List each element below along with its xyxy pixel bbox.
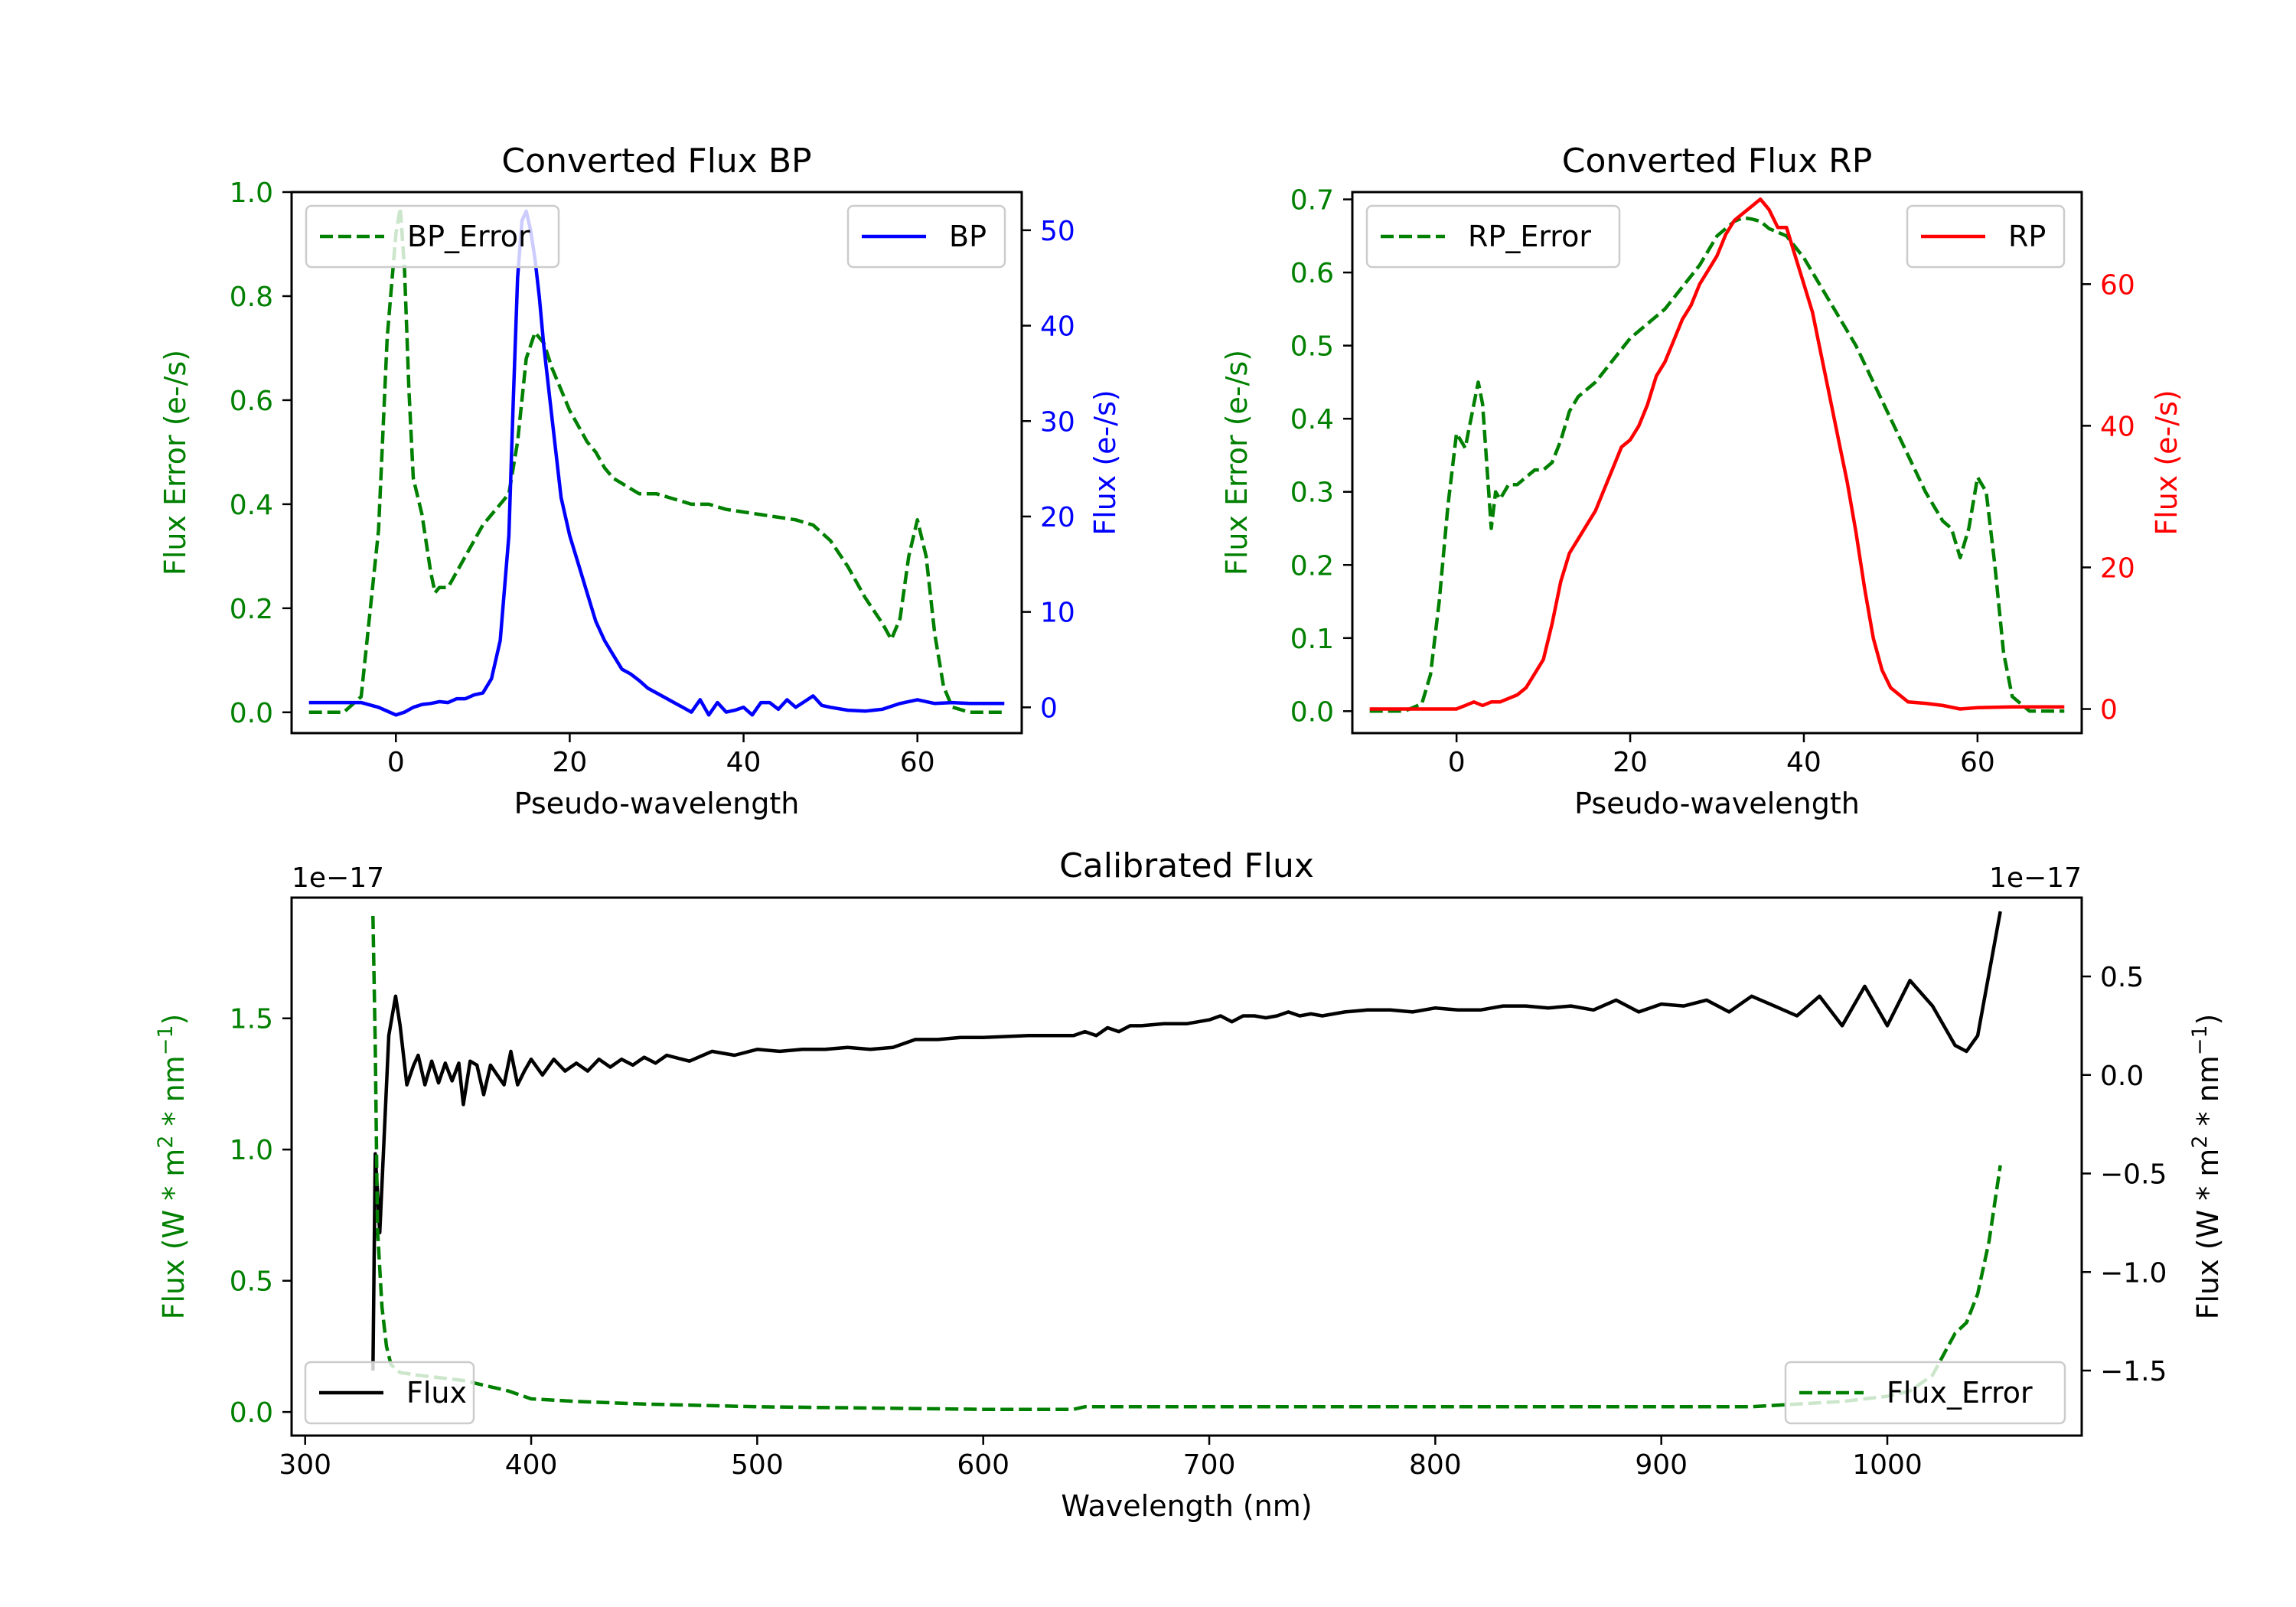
- right-tick-label: 0: [2100, 695, 2118, 726]
- chart-title: Converted Flux RP: [1562, 142, 1873, 181]
- right-tick-label: 30: [1040, 406, 1075, 438]
- left-tick-label: 0.5: [1290, 331, 1334, 363]
- chart-bp: Converted Flux BP 0 20 40 60 Pseudo-wavelengt…: [158, 142, 1122, 820]
- left-offset-text: 1e−17: [292, 862, 384, 894]
- legend-label: BP_Error: [407, 220, 530, 253]
- left-tick-label: 0.8: [230, 282, 273, 313]
- legend-rp_error: RP_Error: [1365, 204, 1621, 269]
- right-axis-label: Flux (e-/s): [2150, 390, 2183, 535]
- plot-frame: [1351, 191, 2083, 735]
- right-axis-label: Flux (e-/s): [1088, 390, 1122, 535]
- x-tick-label: 60: [1960, 747, 1995, 778]
- x-tick-label: 1000: [1852, 1449, 1923, 1481]
- legend-box: [1784, 1361, 2066, 1425]
- series-line-bp_error: [308, 206, 1005, 715]
- right-tick-label: 10: [1040, 598, 1075, 629]
- right-tick-label: 50: [1040, 216, 1075, 247]
- legend-box: [305, 204, 560, 269]
- right-tick-label: 0.5: [2100, 962, 2144, 993]
- x-tick-label: 20: [1613, 747, 1648, 778]
- x-tick-label: 60: [900, 747, 935, 778]
- left-tick-label: 0.6: [230, 386, 273, 417]
- left-tick-label: 0.2: [230, 594, 273, 625]
- right-axis-label: Flux (W * m2 * nm−1): [2188, 1014, 2226, 1320]
- plot-frame: [290, 896, 2083, 1437]
- chart-rp: Converted Flux RP 0 20 40 60 Pseudo-wavelengt…: [1220, 142, 2183, 820]
- x-tick-label: 800: [1409, 1449, 1462, 1481]
- x-tick-label: 900: [1635, 1449, 1688, 1481]
- legend-box: [304, 1361, 475, 1425]
- legend-label: BP: [949, 220, 987, 253]
- left-tick-label: 0.1: [1290, 624, 1334, 655]
- x-axis-label: Wavelength (nm): [1061, 1489, 1312, 1523]
- right-tick-label: −1.5: [2100, 1356, 2167, 1387]
- x-tick-label: 0: [387, 747, 405, 778]
- right-tick-label: 60: [2100, 269, 2135, 301]
- x-tick-label: 600: [957, 1449, 1009, 1481]
- series-line-bp: [308, 209, 1005, 717]
- left-tick-label: 0.7: [1290, 185, 1334, 217]
- x-tick-label: 20: [553, 747, 588, 778]
- legend-box: [1906, 204, 2066, 269]
- left-tick-label: 0.0: [1290, 696, 1334, 728]
- left-tick-label: 0.5: [230, 1266, 273, 1298]
- series-line-flux: [371, 911, 2002, 1371]
- left-axis-label: Flux Error (e-/s): [158, 350, 192, 575]
- right-tick-label: 0: [1040, 693, 1058, 724]
- x-tick-label: 700: [1183, 1449, 1236, 1481]
- legend-label: RP_Error: [1468, 220, 1591, 253]
- x-tick-label: 0: [1448, 747, 1466, 778]
- x-axis-label: Pseudo-wavelength: [514, 787, 800, 820]
- x-tick-label: 400: [505, 1449, 558, 1481]
- right-tick-label: 40: [2100, 411, 2135, 442]
- right-tick-label: −0.5: [2100, 1159, 2167, 1191]
- legend-flux_error: Flux_Error: [1784, 1361, 2066, 1425]
- right-tick-label: −1.0: [2100, 1257, 2167, 1289]
- right-tick-label: 20: [1040, 502, 1075, 533]
- left-tick-label: 0.4: [1290, 404, 1334, 435]
- legend-bp: BP: [846, 204, 1006, 269]
- right-tick-label: 0.0: [2100, 1061, 2144, 1092]
- legend-box: [1365, 204, 1621, 269]
- legend-label: Flux_Error: [1887, 1376, 2033, 1410]
- legend-box: [846, 204, 1006, 269]
- left-tick-label: 0.0: [230, 1397, 273, 1429]
- right-offset-text: 1e−17: [1989, 862, 2082, 894]
- left-tick-label: 1.5: [230, 1004, 273, 1035]
- legend-bp_error: BP_Error: [305, 204, 560, 269]
- legend-label: RP: [2008, 220, 2046, 253]
- right-tick-label: 20: [2100, 553, 2135, 584]
- left-tick-label: 0.4: [230, 490, 273, 521]
- series-line-rp: [1369, 197, 2065, 711]
- chart-title: Calibrated Flux: [1059, 846, 1314, 885]
- chart-cal: Calibrated Flux 300 400 500 600 700 800 900 1000…: [154, 846, 2226, 1523]
- chart-title: Converted Flux BP: [501, 142, 811, 181]
- left-axis-label: Flux Error (e-/s): [1220, 350, 1254, 575]
- left-tick-label: 0.6: [1290, 258, 1334, 289]
- legend-label: Flux: [406, 1376, 467, 1410]
- left-tick-label: 0.2: [1290, 550, 1334, 582]
- left-tick-label: 1.0: [230, 178, 273, 209]
- x-tick-label: 300: [279, 1449, 331, 1481]
- right-tick-label: 40: [1040, 311, 1075, 343]
- legend-flux: Flux: [304, 1361, 475, 1425]
- series-line-flux_error: [371, 915, 2002, 1411]
- plot-frame: [290, 191, 1023, 735]
- x-tick-label: 40: [726, 747, 762, 778]
- legend-rp: RP: [1906, 204, 2066, 269]
- x-tick-label: 40: [1786, 747, 1821, 778]
- series-line-rp_error: [1369, 216, 2065, 713]
- left-tick-label: 0.3: [1290, 478, 1334, 509]
- x-axis-label: Pseudo-wavelength: [1574, 787, 1860, 820]
- left-tick-label: 0.0: [230, 698, 273, 729]
- left-axis-label: Flux (W * m2 * nm−1): [154, 1014, 191, 1320]
- x-tick-label: 500: [731, 1449, 784, 1481]
- left-tick-label: 1.0: [230, 1135, 273, 1166]
